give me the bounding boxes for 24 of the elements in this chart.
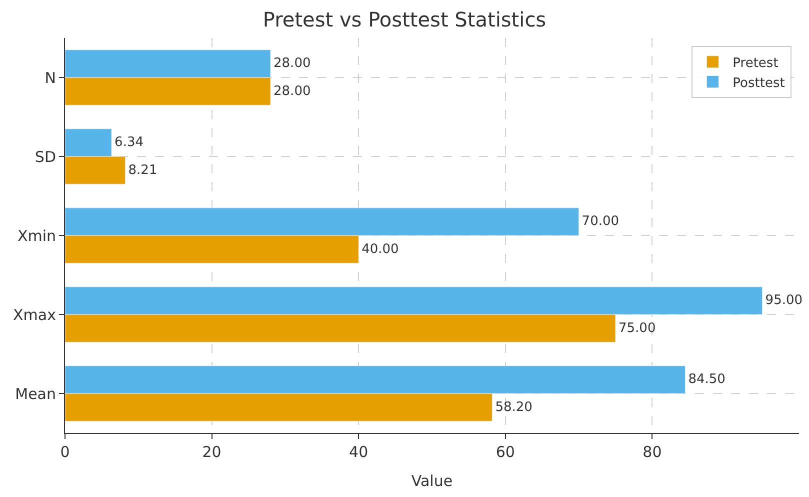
y-tick-label: N <box>44 68 56 87</box>
y-tick-label: SD <box>34 148 56 166</box>
data-label: 8.21 <box>128 162 158 178</box>
y-tick-label: Xmax <box>13 306 56 324</box>
data-label: 95.00 <box>765 293 803 308</box>
legend-label: Posttest <box>732 76 785 91</box>
data-label: 84.50 <box>688 372 726 388</box>
x-tick-label: 40 <box>349 443 368 461</box>
legend-label: Pretest <box>732 56 778 71</box>
data-label: 75.00 <box>618 320 656 336</box>
chart-title: Pretest vs Posttest Statistics <box>262 7 546 32</box>
data-label: 40.00 <box>362 242 399 257</box>
data-label: 70.00 <box>582 214 620 230</box>
data-label: 28.00 <box>274 84 311 99</box>
x-tick-label: 60 <box>496 443 515 461</box>
x-axis-title: Value <box>411 472 453 490</box>
x-tick-label: 80 <box>642 443 662 461</box>
data-label: 6.34 <box>114 135 144 150</box>
data-label: 28.00 <box>274 56 311 72</box>
y-tick-label: Mean <box>15 384 56 403</box>
y-tick-label: Xmin <box>17 226 56 245</box>
x-tick-label: 20 <box>202 443 222 461</box>
x-tick-label: 0 <box>60 443 70 461</box>
data-label: 58.20 <box>495 400 532 415</box>
